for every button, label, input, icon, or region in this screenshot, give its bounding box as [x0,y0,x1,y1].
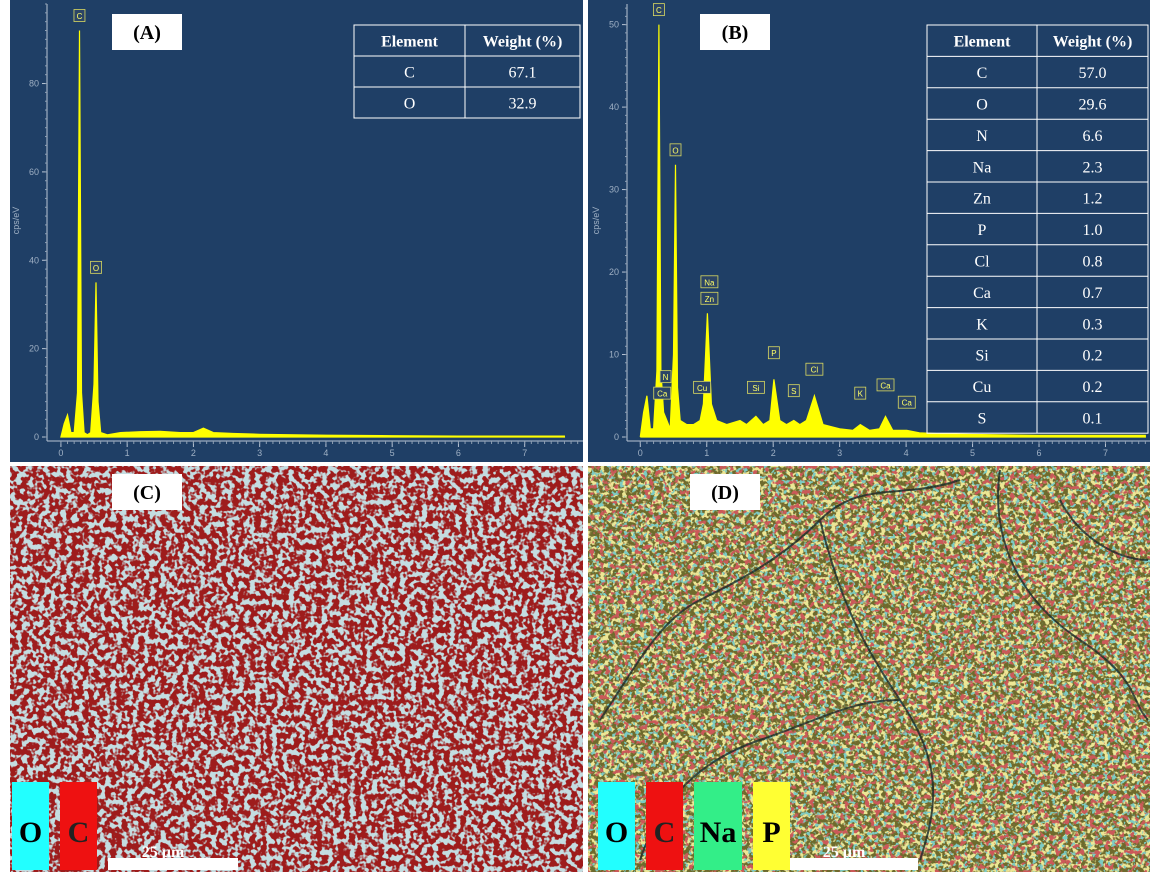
y-axis-label: cps/eV [591,207,601,235]
legend-label: O [605,816,628,849]
panel-label: (B) [722,22,749,44]
table-cell: 1.0 [1083,222,1103,239]
table-cell: Ca [973,285,991,302]
peak-label: Na [704,278,715,287]
table-cell: N [976,128,988,145]
table-cell: S [978,411,987,428]
table-header: Element [381,34,439,51]
x-tick-label: 7 [1103,448,1108,458]
table-header: Element [954,34,1012,51]
peak-label: Ca [880,381,891,390]
table-cell: Cu [973,379,992,396]
x-tick-label: 1 [125,448,130,458]
peak-label: Cu [697,384,707,393]
table-cell: Si [975,348,989,365]
table-cell: O [976,97,988,114]
legend-label: P [762,816,780,849]
table-cell: 0.2 [1083,348,1103,365]
legend-label: C [68,816,90,849]
peak-label: O [672,146,678,155]
y-tick-label: 30 [609,185,619,195]
x-tick-label: 1 [704,448,709,458]
table-cell: 6.6 [1083,128,1103,145]
table-cell: Cl [974,254,990,271]
y-tick-label: 20 [609,267,619,277]
table-cell: 0.2 [1083,379,1103,396]
peak-label: Ca [902,399,913,408]
y-tick-label: 50 [609,20,619,30]
peak-label: C [77,12,83,21]
legend-label: C [654,816,676,849]
peak-label: Zn [705,295,714,304]
panel-label: (C) [133,482,161,504]
x-tick-label: 3 [837,448,842,458]
x-tick-label: 0 [58,448,63,458]
x-tick-label: 4 [323,448,328,458]
table-cell: C [404,65,415,82]
table-cell: Zn [973,191,991,208]
x-tick-label: 7 [522,448,527,458]
x-tick-label: 5 [390,448,395,458]
y-tick-label: 10 [609,350,619,360]
peak-label: K [858,390,864,399]
y-tick-label: 60 [29,167,39,177]
y-tick-label: 0 [34,432,39,442]
panel-label: (A) [133,22,161,44]
x-tick-label: 3 [257,448,262,458]
table-cell: C [977,65,988,82]
legend-label: O [19,816,42,849]
table-cell: 0.7 [1083,285,1103,302]
peak-label: S [791,387,796,396]
x-tick-label: 2 [191,448,196,458]
y-tick-label: 0 [614,432,619,442]
peak-label: O [93,264,99,273]
peak-label: N [663,373,669,382]
figure: 02040608001234567cps/eVCO(A)ElementWeigh… [0,0,1150,872]
x-tick-label: 2 [771,448,776,458]
peak-label: C [656,6,662,15]
x-tick-label: 6 [456,448,461,458]
y-tick-label: 20 [29,344,39,354]
scale-bar-label: 25 µm [142,844,185,861]
x-tick-label: 5 [970,448,975,458]
table-cell: 0.1 [1083,411,1103,428]
y-tick-label: 80 [29,79,39,89]
table-header: Weight (%) [483,34,563,51]
y-tick-label: 40 [609,102,619,112]
y-axis-label: cps/eV [11,207,21,235]
table-cell: P [978,222,987,239]
table-cell: Na [973,159,992,176]
table-cell: 0.3 [1083,316,1103,333]
panel-label: (D) [711,482,739,504]
table-cell: 1.2 [1083,191,1103,208]
table-cell: 67.1 [509,65,537,82]
x-tick-label: 4 [904,448,909,458]
peak-label: P [771,349,776,358]
table-cell: 0.8 [1083,254,1103,271]
y-tick-label: 40 [29,255,39,265]
x-tick-label: 6 [1037,448,1042,458]
scale-bar-label: 25 µm [823,844,866,861]
peak-label: Si [752,384,759,393]
table-cell: 29.6 [1079,97,1107,114]
peak-label: Ca [657,390,668,399]
peak-label: Cl [811,366,819,375]
table-cell: K [976,316,988,333]
table-cell: O [404,96,416,113]
x-tick-label: 0 [638,448,643,458]
legend-label: Na [700,816,737,849]
table-header: Weight (%) [1053,34,1133,51]
table-cell: 32.9 [509,96,537,113]
table-cell: 57.0 [1079,65,1107,82]
table-cell: 2.3 [1083,159,1103,176]
